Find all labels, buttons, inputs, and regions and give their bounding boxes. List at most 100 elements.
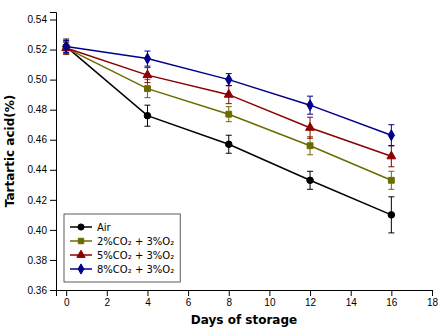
- tick-mark: [50, 260, 56, 261]
- point: [144, 112, 151, 119]
- point: [143, 70, 152, 78]
- point: [388, 177, 394, 183]
- point: [225, 141, 232, 148]
- point: [388, 130, 394, 141]
- error-bar: [307, 96, 313, 114]
- tick-mark: [310, 290, 311, 296]
- legend-item: 5%CO₂ + 3%O₂: [70, 250, 174, 261]
- tick-label: 6: [186, 297, 192, 308]
- legend-label: 8%CO₂ + 3%O₂: [97, 264, 174, 275]
- line: [66, 48, 391, 156]
- tick-mark: [50, 80, 56, 81]
- axis-line: [50, 13, 57, 291]
- tick-label: 0.50: [28, 74, 48, 85]
- error-bar: [226, 74, 232, 86]
- tick: 8: [226, 290, 232, 308]
- legend-marker: [77, 250, 85, 257]
- x-axis-title: Days of storage: [191, 313, 297, 327]
- tick: 0.38: [28, 255, 56, 266]
- point: [63, 41, 69, 52]
- point: [226, 111, 232, 117]
- error-bar: [388, 125, 394, 146]
- legend-label: 2%CO₂ + 3%O₂: [97, 236, 174, 247]
- error-bar: [63, 41, 69, 53]
- tick-label: 2: [105, 297, 111, 308]
- line: [66, 47, 391, 215]
- tick-label: 0: [64, 297, 70, 308]
- tick-label: 0.52: [28, 44, 48, 55]
- tick-label: 0.38: [28, 255, 48, 266]
- tick: 4: [145, 290, 151, 308]
- tick-label: 0.46: [28, 134, 48, 145]
- line: [66, 47, 391, 136]
- series: [62, 42, 396, 167]
- tick: 0.44: [28, 164, 56, 175]
- tick-mark: [432, 290, 433, 296]
- tick: 16: [386, 290, 398, 308]
- tick: 2: [105, 290, 111, 308]
- error-bar: [226, 135, 232, 153]
- tick-mark: [50, 110, 56, 111]
- tick: 14: [346, 290, 358, 308]
- tick-label: 0.40: [28, 225, 48, 236]
- tick-mark: [50, 170, 56, 171]
- legend-marker: [78, 224, 84, 230]
- tick-mark: [50, 140, 56, 141]
- point: [144, 53, 150, 64]
- tick: 12: [305, 290, 317, 308]
- x-axis: 0 2 4 6 8 10 12 14 16 18: [57, 290, 439, 308]
- tick: 0.42: [28, 195, 56, 206]
- tick-mark: [269, 290, 270, 296]
- legend: Air 2%CO₂ + 3%O₂ 5%CO₂ + 3%O₂ 8%CO₂ + 3%O₂: [64, 214, 180, 282]
- error-bar: [144, 105, 150, 126]
- tick-mark: [50, 200, 56, 201]
- tick: 6: [186, 290, 192, 308]
- tick-label: 0.44: [28, 164, 48, 175]
- error-bar: [226, 107, 232, 122]
- tick-mark: [147, 290, 148, 296]
- error-bar: [388, 171, 394, 189]
- tick: 0.40: [28, 225, 56, 236]
- point: [307, 143, 313, 149]
- y-axis-title: Tartartic acid(%): [3, 95, 17, 207]
- error-bar: [144, 51, 150, 66]
- tick: 0.52: [28, 44, 56, 55]
- tick-label: 14: [346, 297, 358, 308]
- tick-mark: [107, 290, 108, 296]
- tick-label: 10: [264, 297, 276, 308]
- tick-label: 12: [305, 297, 317, 308]
- legend-box: [64, 214, 180, 282]
- tick-label: 8: [226, 297, 232, 308]
- legend-item: Air: [70, 222, 112, 233]
- tick-mark: [50, 20, 56, 21]
- tick-label: 16: [386, 297, 398, 308]
- tick-mark: [50, 230, 56, 231]
- point: [307, 100, 313, 111]
- tick: 18: [427, 290, 439, 308]
- point: [387, 151, 396, 159]
- series: [63, 41, 394, 146]
- tick-label: 4: [145, 297, 151, 308]
- tick-mark: [351, 290, 352, 296]
- tick: 0.48: [28, 104, 56, 115]
- tick: 0.36: [28, 285, 56, 296]
- tick-mark: [50, 290, 56, 291]
- point: [224, 90, 233, 98]
- tick-mark: [391, 290, 392, 296]
- plot: 0246810121416180.360.380.400.420.440.460…: [28, 13, 439, 309]
- tick-mark: [229, 290, 230, 296]
- series: [63, 39, 395, 233]
- tick-label: 0.54: [28, 14, 48, 25]
- tick: 0.46: [28, 134, 56, 145]
- error-bar: [307, 171, 313, 189]
- tick: 0.54: [28, 14, 56, 25]
- tick: 0.50: [28, 74, 56, 85]
- legend-label: Air: [97, 222, 112, 233]
- tick: 10: [264, 290, 276, 308]
- series: [63, 42, 394, 189]
- tick-label: 18: [427, 297, 439, 308]
- point: [388, 212, 395, 219]
- axis-line: [57, 291, 433, 297]
- point: [306, 123, 315, 131]
- y-axis: 0.36 0.38 0.40 0.42 0.44 0.46 0.48 0.50 0.52 0.54: [28, 13, 57, 296]
